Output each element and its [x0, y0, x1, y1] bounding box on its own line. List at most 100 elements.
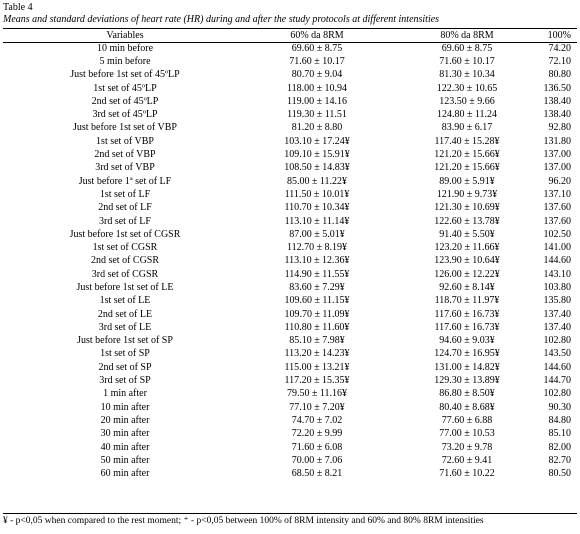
table-bottom-rule: [3, 513, 577, 514]
cell-80-8rm: 123.20 ± 11.66¥: [434, 242, 500, 254]
cell-60-8rm: 79.50 ± 11.16¥: [286, 388, 348, 400]
cell-100: 138.40: [543, 95, 572, 107]
cell-80-8rm: 81.30 ± 10.34: [439, 69, 495, 81]
table-label: Table 4: [3, 2, 33, 13]
cell-variable: 10 min before: [96, 42, 154, 54]
cell-60-8rm: 85.00 ± 11.22¥: [286, 175, 348, 187]
cell-80-8rm: 124.70 ± 16.95¥: [434, 348, 500, 360]
cell-100: 137.40: [543, 321, 572, 333]
cell-60-8rm: 119.00 ± 14.16: [286, 95, 348, 107]
table-caption: Means and standard deviations of heart r…: [3, 14, 440, 25]
cell-80-8rm: 91.40 ± 5.50¥: [439, 228, 495, 240]
cell-variable: 2nd set of LF: [98, 202, 152, 214]
cell-100: 102.80: [543, 335, 572, 347]
table-row: 2nd set of 45ºLP 119.00 ± 14.16 123.50 ± 9…: [3, 95, 577, 108]
cell-variable: 20 min after: [100, 414, 150, 426]
table-header-row: Variables 60% da 8RM 80% da 8RM 100%: [3, 29, 577, 42]
cell-80-8rm: 83.90 ± 6.17: [441, 122, 493, 134]
cell-80-8rm: 126.00 ± 12.22¥: [434, 268, 500, 280]
cell-60-8rm: 113.20 ± 14.23¥: [284, 348, 350, 360]
cell-100: 136.50: [543, 82, 572, 94]
table-row: Just before 1st set of SP 85.10 ± 7.98¥ 94…: [3, 335, 577, 348]
cell-80-8rm: 117.40 ± 15.28¥: [434, 135, 500, 147]
table-body: 10 min before 69.60 ± 8.75 69.60 ± 8.75 74.…: [3, 42, 577, 481]
cell-variable: 3rd set of VBP: [95, 162, 155, 174]
cell-80-8rm: 72.60 ± 9.41: [441, 454, 493, 466]
cell-60-8rm: 112.70 ± 8.19¥: [286, 242, 348, 254]
table-row: 3rd set of SP 117.20 ± 15.35¥ 129.30 ± 13.…: [3, 374, 577, 387]
table-row: 50 min after 70.00 ± 7.06 72.60 ± 9.41 82.7…: [3, 454, 577, 467]
cell-60-8rm: 103.10 ± 17.24¥: [284, 135, 350, 147]
cell-variable: Just before 1st set of LE: [76, 281, 174, 293]
cell-100: 102.50: [543, 228, 572, 240]
table-row: 30 min after 72.20 ± 9.99 77.00 ± 10.53 85.…: [3, 428, 577, 441]
table-row: 60 min after 68.50 ± 8.21 71.60 ± 10.22 80.…: [3, 468, 577, 481]
cell-60-8rm: 114.90 ± 11.55¥: [284, 268, 350, 280]
cell-100: 80.50: [548, 468, 572, 480]
cell-60-8rm: 77.10 ± 7.20¥: [289, 401, 345, 413]
cell-60-8rm: 111.50 ± 10.01¥: [284, 188, 350, 200]
cell-100: 74.20: [548, 42, 572, 54]
table-row: 2nd set of LE 109.70 ± 11.09¥ 117.60 ± 16.…: [3, 308, 577, 321]
table-row: Just before 1st set of LE 83.60 ± 7.29¥ 92…: [3, 281, 577, 294]
column-header-80: 80% da 8RM: [440, 29, 494, 41]
cell-60-8rm: 81.20 ± 8.80: [291, 122, 343, 134]
cell-100: 131.80: [543, 135, 572, 147]
cell-80-8rm: 123.90 ± 10.64¥: [434, 255, 500, 267]
cell-80-8rm: 123.50 ± 9.66: [439, 95, 495, 107]
table-row: 1st set of LE 109.60 ± 11.15¥ 118.70 ± 11.…: [3, 295, 577, 308]
cell-60-8rm: 83.60 ± 7.29¥: [289, 281, 345, 293]
cell-80-8rm: 80.40 ± 8.68¥: [439, 401, 495, 413]
cell-100: 82.00: [548, 441, 572, 453]
table-row: 3rd set of CGSR 114.90 ± 11.55¥ 126.00 ± 1…: [3, 268, 577, 281]
cell-80-8rm: 86.80 ± 8.50¥: [439, 388, 495, 400]
cell-80-8rm: 89.00 ± 5.91¥: [439, 175, 495, 187]
table-row: 3rd set of LF 113.10 ± 11.14¥ 122.60 ± 13.…: [3, 215, 577, 228]
cell-60-8rm: 108.50 ± 14.83¥: [284, 162, 350, 174]
table-row: Just before 1st set of VBP 81.20 ± 8.80 83…: [3, 122, 577, 135]
table-row: 10 min before 69.60 ± 8.75 69.60 ± 8.75 74.…: [3, 42, 577, 55]
cell-variable: 50 min after: [100, 454, 150, 466]
cell-variable: Just before 1ª set of LF: [78, 175, 172, 187]
cell-variable: 60 min after: [100, 468, 150, 480]
cell-80-8rm: 94.60 ± 9.03¥: [439, 335, 495, 347]
cell-60-8rm: 113.10 ± 11.14¥: [284, 215, 350, 227]
table-row: 10 min after 77.10 ± 7.20¥ 80.40 ± 8.68¥ 90…: [3, 401, 577, 414]
cell-100: 137.00: [543, 162, 572, 174]
table-footnote: ¥ - p<0,05 when compared to the rest mom…: [3, 516, 484, 526]
cell-100: 144.70: [543, 375, 572, 387]
cell-100: 84.80: [548, 414, 572, 426]
cell-100: 143.50: [543, 348, 572, 360]
table-row: 20 min after 74.70 ± 7.02 77.60 ± 6.88 84.8…: [3, 414, 577, 427]
cell-80-8rm: 122.30 ± 10.65: [436, 82, 498, 94]
cell-variable: 2nd set of SP: [98, 361, 152, 373]
cell-80-8rm: 118.70 ± 11.97¥: [434, 295, 500, 307]
table-row: 1 min after 79.50 ± 11.16¥ 86.80 ± 8.50¥ 10…: [3, 388, 577, 401]
table-row: 2nd set of VBP 109.10 ± 15.91¥ 121.20 ± 15…: [3, 148, 577, 161]
table-top-rule: [3, 28, 577, 29]
cell-variable: 10 min after: [100, 401, 150, 413]
cell-variable: 3rd set of LF: [99, 215, 151, 227]
cell-60-8rm: 113.10 ± 12.36¥: [284, 255, 350, 267]
cell-80-8rm: 131.00 ± 14.82¥: [434, 361, 500, 373]
cell-100: 144.60: [543, 361, 572, 373]
cell-100: 137.60: [543, 202, 572, 214]
cell-100: 85.10: [548, 428, 572, 440]
cell-60-8rm: 74.70 ± 7.02: [291, 414, 343, 426]
cell-variable: 1st set of LF: [99, 188, 151, 200]
cell-80-8rm: 77.00 ± 10.53: [439, 428, 495, 440]
table-header-rule: [3, 42, 577, 43]
cell-80-8rm: 117.60 ± 16.73¥: [434, 321, 500, 333]
cell-60-8rm: 80.70 ± 9.04: [291, 69, 343, 81]
cell-variable: 2nd set of CGSR: [90, 255, 160, 267]
cell-100: 141.00: [543, 242, 572, 254]
cell-variable: Just before 1st set of SP: [77, 335, 173, 347]
cell-80-8rm: 121.90 ± 9.73¥: [436, 188, 498, 200]
cell-60-8rm: 109.60 ± 11.15¥: [284, 295, 350, 307]
cell-variable: 2nd set of VBP: [94, 149, 156, 161]
cell-80-8rm: 71.60 ± 10.22: [439, 468, 495, 480]
cell-80-8rm: 122.60 ± 13.78¥: [434, 215, 500, 227]
cell-variable: Just before 1st set of CGSR: [69, 228, 181, 240]
table-row: 1st set of VBP 103.10 ± 17.24¥ 117.40 ± 15…: [3, 135, 577, 148]
